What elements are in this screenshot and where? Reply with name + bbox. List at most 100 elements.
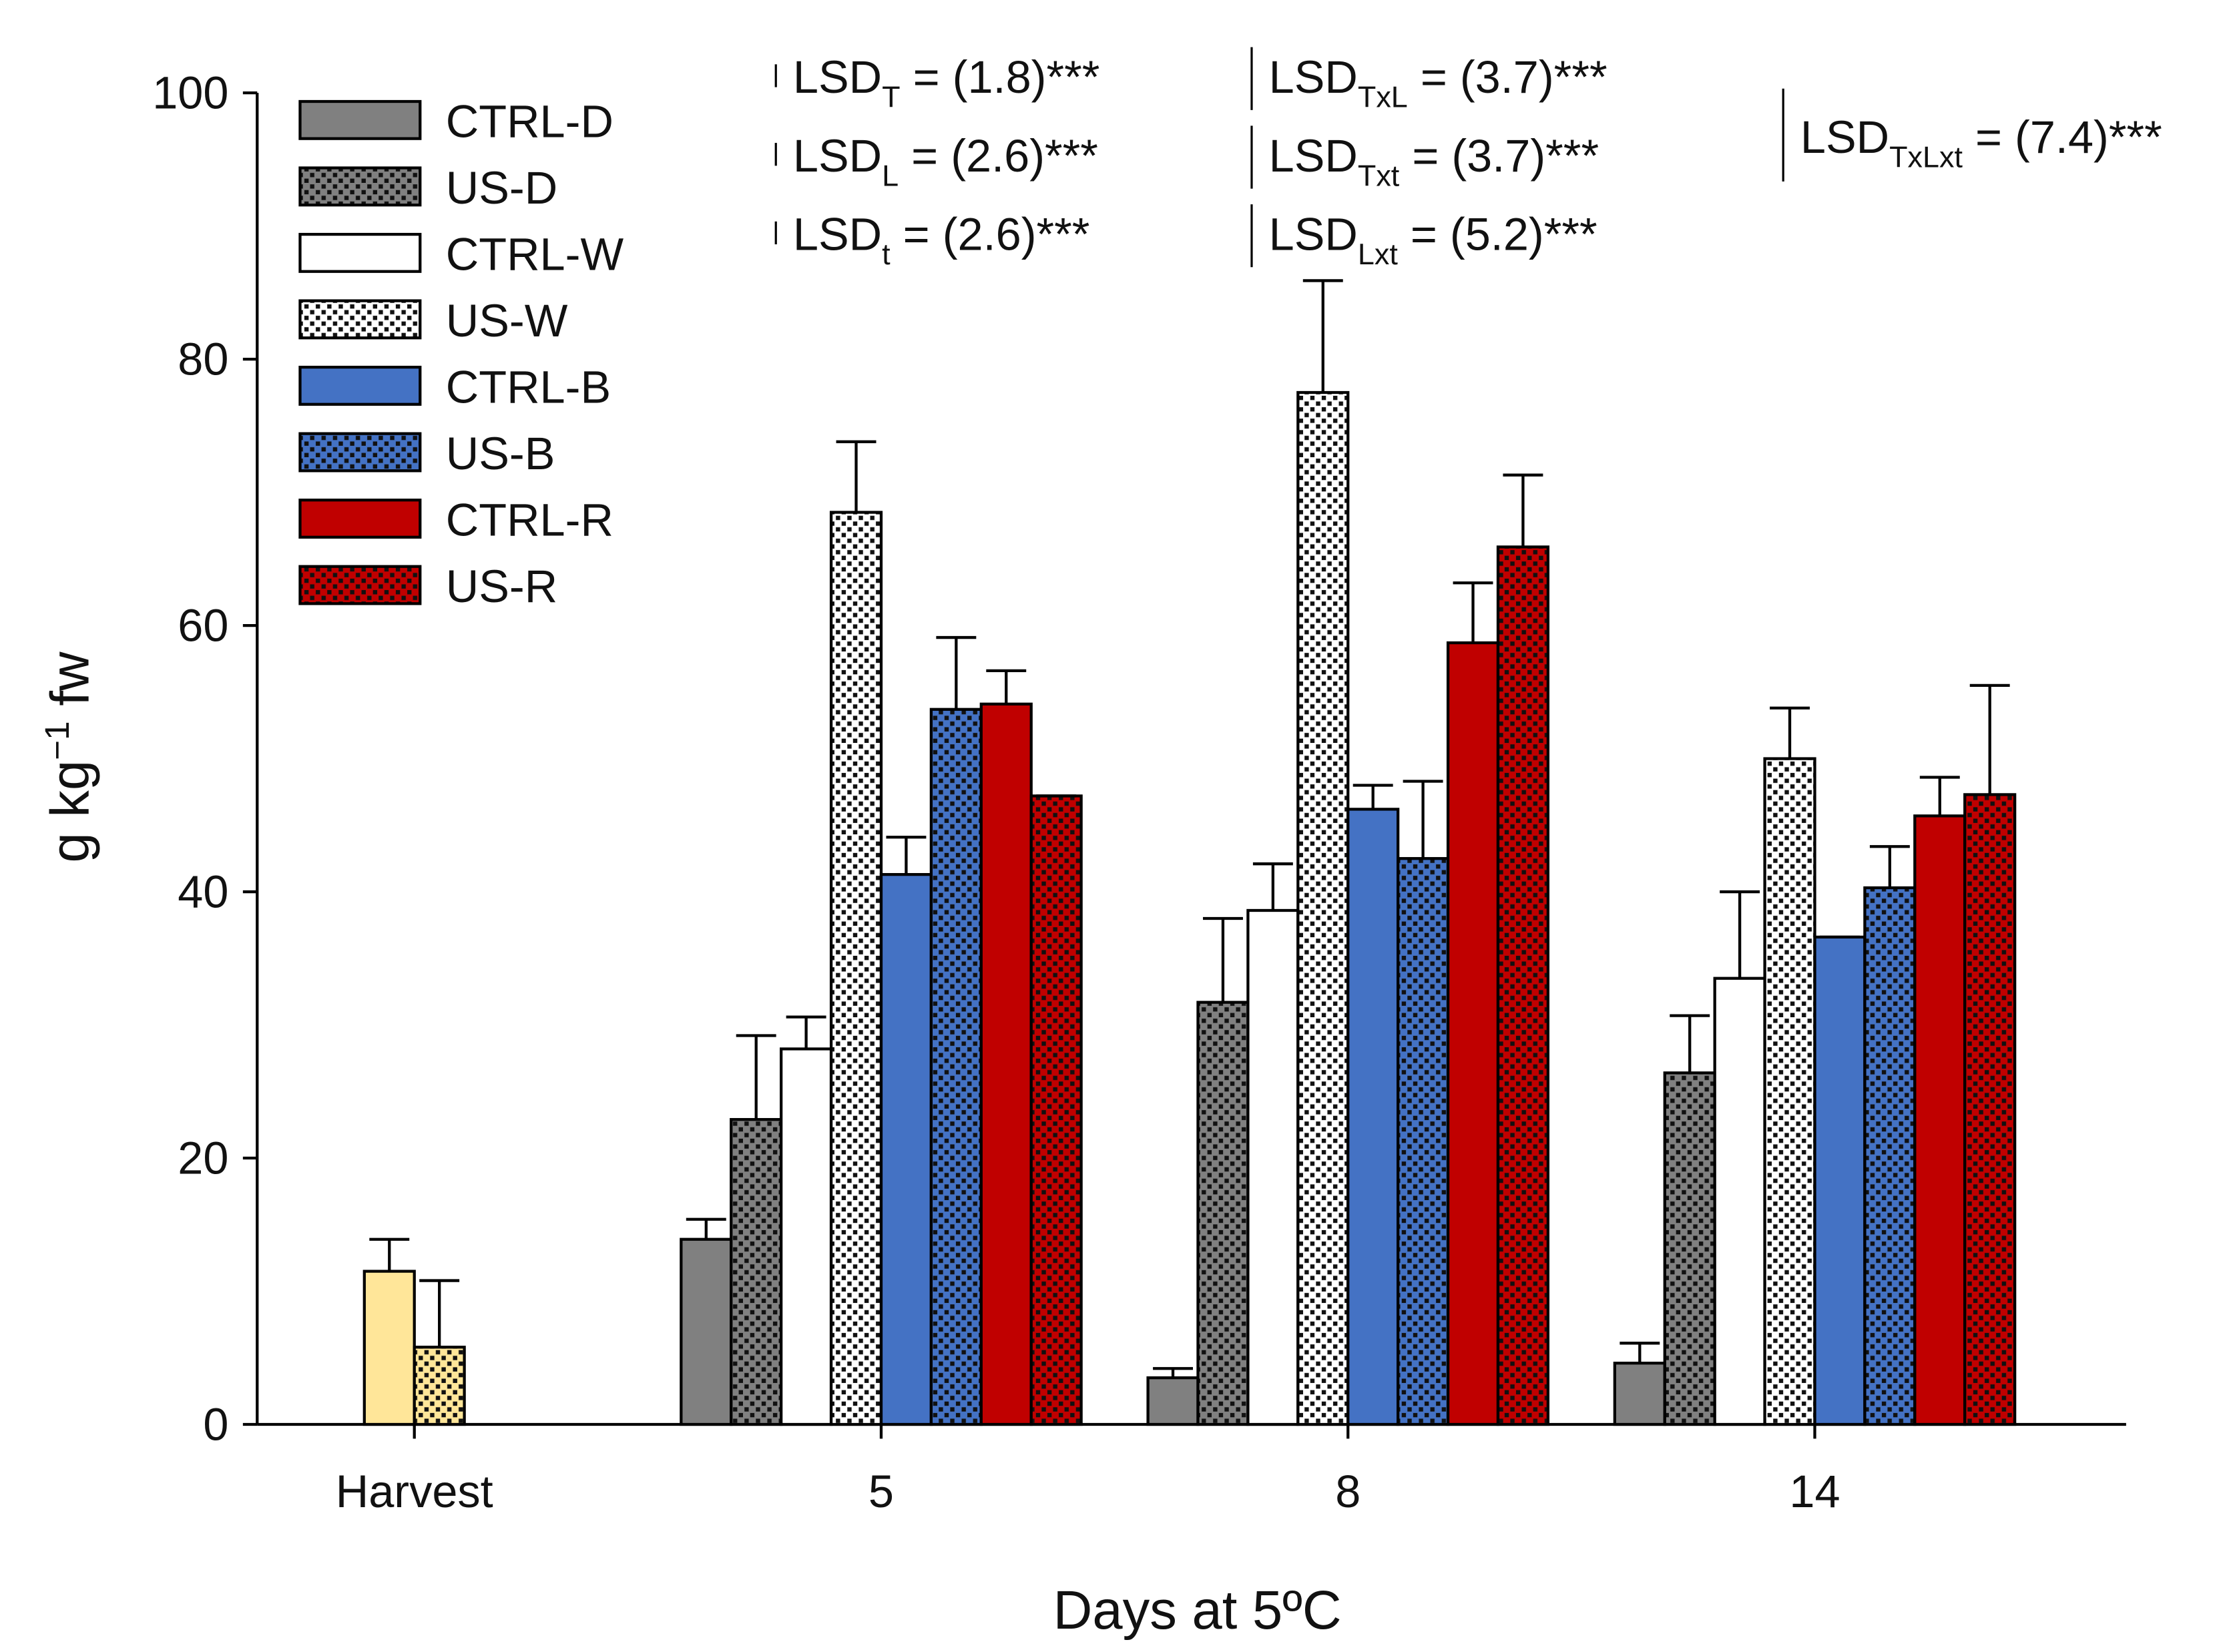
error-bar (1869, 845, 1910, 888)
annotation: LSDTxt = (3.7)*** (1269, 130, 1599, 192)
annotation-main: LSD (793, 130, 882, 182)
error-bar (786, 1015, 826, 1049)
legend-swatch (298, 499, 422, 539)
bar (1029, 794, 1083, 1426)
bar (1663, 1071, 1716, 1426)
bar (1863, 886, 1917, 1426)
error-bar (1352, 784, 1393, 810)
y-tick-label: 20 (178, 1133, 228, 1184)
error-bar (1720, 890, 1760, 979)
error-bar (1252, 862, 1293, 910)
error-bar (369, 1237, 410, 1272)
bar (1763, 757, 1816, 1426)
annotation-rest: = (1.8)*** (901, 51, 1100, 103)
y-axis-title: g kg−1 fw (38, 651, 101, 862)
legend-label: US-D (446, 162, 557, 214)
bar (829, 511, 883, 1426)
bar (1146, 1376, 1200, 1426)
annotation-rest: = (3.7)*** (1408, 51, 1607, 103)
error-bar (1403, 780, 1443, 859)
annotation-rest: = (3.7)*** (1399, 130, 1599, 182)
bar (979, 702, 1033, 1426)
bar (929, 708, 983, 1426)
y-tick-label: 0 (203, 1399, 228, 1450)
x-axis-title: Days at 5ºC (1053, 1580, 1342, 1641)
annotation: LSDLxt = (5.2)*** (1269, 209, 1597, 271)
annotation-main: LSD (1269, 130, 1358, 182)
error-bar (1620, 1342, 1660, 1364)
bar (413, 1346, 466, 1426)
bar (780, 1047, 833, 1426)
annotation: LSDT = (1.8)*** (793, 51, 1100, 113)
legend-swatch (298, 365, 422, 406)
error-bar (736, 1034, 776, 1120)
annotation: LSDTxLxt = (7.4)*** (1800, 111, 2162, 174)
legend-swatch (298, 99, 422, 140)
error-bar (1202, 916, 1243, 1003)
bar (1813, 935, 1867, 1426)
error-bar (1302, 279, 1343, 393)
annotation-main: LSD (1269, 209, 1358, 260)
annotation-sub: Lxt (1358, 237, 1398, 271)
error-bar (686, 1217, 726, 1240)
legend-label: US-R (446, 561, 557, 612)
annotation: LSDTxL = (3.7)*** (1269, 51, 1607, 113)
bar (680, 1237, 733, 1426)
annotation-sub: TxLxt (1889, 140, 1963, 174)
legend-swatch (298, 232, 422, 273)
annotation-sub: Txt (1358, 158, 1400, 192)
x-tick-label: Harvest (336, 1466, 493, 1517)
y-tick-label: 80 (178, 334, 228, 385)
error-bar (1503, 473, 1543, 547)
bar (1397, 857, 1450, 1426)
bar (1613, 1362, 1666, 1426)
annotation-rest: = (2.6)*** (899, 130, 1098, 182)
annotation-main: LSD (793, 209, 882, 260)
error-bar (886, 836, 927, 875)
y-tick-label: 60 (178, 600, 228, 651)
y-axis-title-sup: −1 (38, 721, 76, 760)
annotation-rest: = (2.6)*** (891, 209, 1090, 260)
legend-swatch (298, 166, 422, 207)
bar (730, 1118, 783, 1426)
error-bar (836, 440, 877, 513)
error-bar (1153, 1367, 1194, 1378)
bar (1496, 545, 1550, 1426)
x-tick-label: 14 (1789, 1466, 1840, 1517)
legend-label: CTRL-D (446, 96, 613, 148)
annotation-sub: T (882, 80, 900, 114)
bar (362, 1270, 416, 1426)
legend-label: CTRL-R (446, 495, 613, 546)
error-bar (1453, 581, 1493, 643)
error-bar (1919, 776, 1960, 816)
x-tick-label: 8 (1335, 1466, 1360, 1517)
legend-label: CTRL-W (446, 229, 624, 280)
bar (1346, 808, 1400, 1426)
x-tick-label: 5 (869, 1466, 894, 1517)
bar (1963, 793, 2017, 1426)
annotation-main: LSD (1800, 111, 1889, 163)
error-bar (936, 635, 977, 710)
annotation-sub: L (882, 158, 899, 192)
error-bar (1670, 1014, 1710, 1073)
bar (1296, 390, 1350, 1426)
bar (1713, 977, 1766, 1426)
bar (1913, 814, 1967, 1426)
legend-label: CTRL-B (446, 362, 611, 413)
bar (879, 872, 933, 1426)
y-tick-label: 40 (178, 866, 228, 918)
legend-swatch (298, 432, 422, 473)
annotation-rest: = (5.2)*** (1398, 209, 1597, 260)
legend-swatch (298, 299, 422, 340)
annotation-main: LSD (793, 51, 882, 103)
bar (1196, 1001, 1250, 1426)
annotation-sub: t (882, 237, 891, 271)
legend-label: US-B (446, 428, 555, 479)
legend-label: US-W (446, 295, 568, 346)
bar (1246, 908, 1300, 1426)
error-bar (1770, 706, 1810, 759)
error-bar (419, 1279, 460, 1348)
annotation: LSDt = (2.6)*** (793, 209, 1090, 271)
error-bar (1969, 683, 2010, 795)
